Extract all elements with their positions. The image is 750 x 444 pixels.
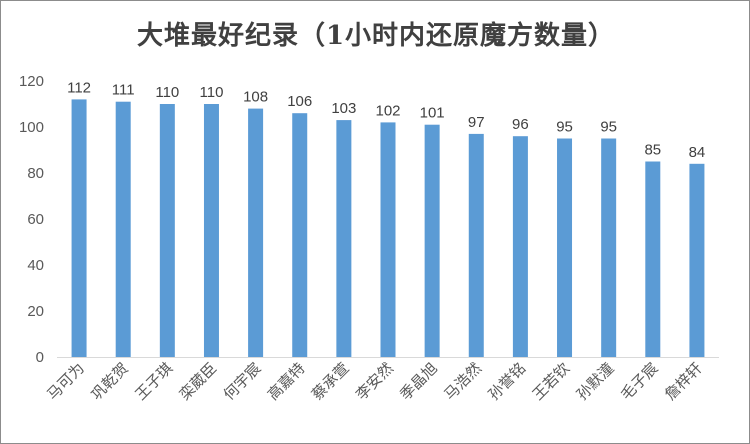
data-labels: 112 111 110 110 108 106 103 102 101 97 96 95 95 85 84	[67, 79, 705, 160]
bar	[336, 120, 352, 357]
data-label: 96	[512, 116, 529, 133]
y-tick-label: 120	[19, 73, 44, 90]
x-tick-label: 孙誉铭	[485, 359, 530, 404]
data-label: 84	[689, 144, 706, 161]
x-tick-label: 王子琪	[132, 359, 177, 404]
data-label: 103	[331, 100, 356, 117]
data-label: 110	[155, 84, 179, 101]
data-label: 111	[112, 82, 135, 99]
y-tick-label: 100	[19, 119, 44, 136]
y-tick-label: 20	[27, 303, 44, 320]
chart-title: 大堆最好纪录（1小时内还原魔方数量）	[136, 21, 616, 51]
x-tick-label: 栾葳臣	[176, 359, 221, 404]
bar	[248, 108, 264, 357]
data-label: 106	[287, 93, 312, 110]
x-axis-ticks: 马可为 巩乾贺 王子琪 栾葳臣 何宇宸 高嘉特 蔡承萱 李安然 季晶旭 马浩然 孙誉铭 王若钦 孙默潼毛…	[43, 359, 705, 404]
data-label: 102	[375, 102, 400, 119]
bar	[115, 101, 131, 357]
data-label: 95	[600, 119, 617, 136]
bar	[292, 113, 308, 357]
data-label: 112	[67, 79, 91, 96]
data-label: 108	[243, 89, 268, 106]
y-axis-ticks: 0 20 40 60 80 100 120	[19, 73, 44, 366]
x-tick-label: 蔡承萱	[308, 359, 353, 404]
bar	[203, 104, 219, 357]
bar	[645, 161, 661, 357]
x-tick-label: 季晶旭	[396, 359, 441, 404]
bar	[380, 122, 396, 358]
x-tick-label: 马可为	[43, 359, 88, 404]
y-tick-label: 80	[27, 165, 44, 182]
bar	[159, 104, 175, 357]
x-tick-label: 李安然	[352, 359, 397, 404]
y-tick-label: 40	[27, 257, 44, 274]
y-tick-label: 0	[36, 349, 44, 366]
data-label: 85	[644, 142, 661, 159]
bar	[601, 138, 617, 357]
bar	[557, 138, 573, 357]
x-tick-label: 高嘉特	[264, 359, 309, 404]
bar	[512, 136, 528, 357]
x-tick-label: 孙默潼	[573, 359, 618, 404]
data-label: 101	[420, 105, 445, 122]
y-tick-label: 60	[27, 211, 44, 228]
x-tick-label: 詹梓轩	[661, 359, 706, 404]
bar	[424, 124, 440, 357]
data-label: 110	[200, 84, 224, 101]
x-tick-label: 王若钦	[529, 359, 574, 404]
data-label: 97	[468, 114, 485, 131]
x-tick-label: 何宇宸	[220, 359, 265, 404]
x-tick-label: 巩乾贺	[87, 359, 132, 404]
x-tick-label: 马浩然	[441, 359, 486, 404]
bars	[71, 99, 705, 358]
bar	[71, 99, 87, 358]
bar	[468, 133, 484, 357]
bar	[689, 163, 705, 357]
x-tick-label: 毛子宸	[617, 359, 662, 404]
data-label: 95	[556, 119, 573, 136]
